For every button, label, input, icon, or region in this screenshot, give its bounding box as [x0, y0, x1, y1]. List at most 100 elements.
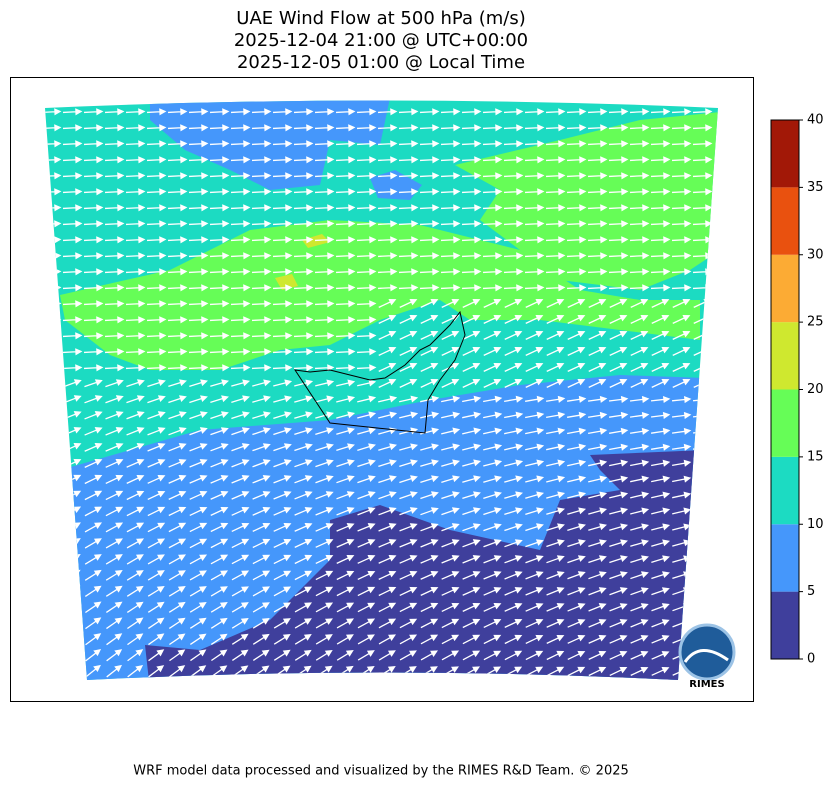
wind-arrow: [314, 220, 335, 228]
wind-arrow: [587, 268, 608, 276]
wind-arrow: [188, 188, 209, 196]
wind-arrow: [671, 284, 692, 292]
wind-arrow: [546, 571, 565, 580]
wind-arrow: [210, 506, 229, 516]
wind-arrow: [651, 475, 671, 483]
wind-arrow: [462, 443, 482, 451]
wind-arrow: [440, 108, 461, 116]
wind-arrow: [419, 188, 440, 196]
wind-arrow: [504, 539, 523, 548]
wind-arrow: [377, 188, 398, 196]
wind-arrow: [210, 475, 229, 484]
wind-arrow: [462, 491, 481, 500]
wind-arrow: [83, 124, 104, 132]
wind-arrow: [168, 570, 186, 581]
wind-arrow: [524, 172, 545, 180]
wind-arrow: [125, 108, 146, 116]
wind-arrow: [420, 523, 439, 532]
wind-arrow: [483, 650, 502, 661]
wind-arrow: [272, 140, 293, 148]
wind-arrow: [167, 156, 188, 164]
wind-arrow: [335, 348, 356, 356]
wind-arrow: [147, 459, 166, 468]
wind-arrow: [461, 156, 482, 164]
wind-arrow: [62, 332, 83, 340]
wind-arrow: [104, 268, 125, 276]
wind-arrow: [609, 523, 629, 531]
wind-arrow: [335, 156, 356, 164]
wind-arrow: [104, 284, 125, 292]
wind-arrow: [378, 330, 397, 340]
wind-arrow: [315, 475, 334, 484]
wind-arrow: [231, 475, 250, 484]
wind-arrow: [567, 314, 586, 324]
wind-arrow: [273, 507, 292, 516]
wind-arrow: [293, 220, 314, 228]
wind-arrow: [104, 364, 125, 372]
wind-arrow: [420, 618, 439, 629]
wind-arrow: [462, 330, 481, 340]
wind-arrow: [399, 539, 418, 548]
wind-arrow: [587, 220, 608, 228]
wind-arrow: [84, 411, 103, 420]
wind-arrow: [609, 539, 628, 547]
wind-arrow: [167, 268, 188, 276]
wind-arrow: [230, 284, 251, 292]
wind-arrow: [62, 204, 83, 212]
wind-arrow: [294, 395, 314, 403]
wind-arrow: [609, 346, 628, 356]
wind-arrow: [104, 140, 125, 148]
wind-arrow: [609, 619, 628, 628]
wind-arrow: [336, 427, 355, 435]
wind-arrow: [441, 602, 460, 613]
wind-arrow: [378, 362, 397, 372]
wind-arrow: [398, 140, 419, 148]
wind-arrow: [293, 364, 314, 372]
wind-arrow: [609, 298, 628, 308]
wind-arrow: [231, 633, 249, 645]
wind-arrow: [630, 346, 649, 356]
wind-arrow: [420, 443, 440, 451]
wind-arrow: [85, 617, 102, 630]
wind-arrow: [209, 140, 230, 148]
wind-arrow: [672, 330, 691, 340]
wind-arrow: [336, 570, 355, 581]
wind-arrow: [189, 395, 208, 404]
colorbar-tick-label: 40: [807, 113, 824, 128]
wind-arrow: [84, 554, 102, 565]
wind-arrow: [546, 523, 565, 532]
wind-arrow: [378, 378, 397, 388]
wind-arrow: [399, 650, 417, 661]
wind-arrow: [398, 236, 419, 244]
wind-arrow: [566, 172, 587, 180]
wind-arrow: [546, 587, 565, 596]
wind-arrow: [230, 300, 251, 308]
wind-arrow: [84, 442, 103, 452]
wind-arrow: [483, 411, 503, 419]
wind-arrow: [148, 665, 165, 678]
wind-arrow: [335, 284, 356, 292]
wind-arrow: [525, 571, 544, 580]
wind-arrow: [357, 634, 375, 645]
wind-arrow: [629, 395, 650, 404]
wind-arrow: [83, 300, 104, 308]
wind-arrow: [462, 539, 481, 548]
wind-arrow: [83, 332, 104, 340]
wind-arrow: [167, 188, 188, 196]
wind-arrow: [608, 124, 629, 132]
wind-arrow: [314, 252, 335, 260]
wind-arrow: [419, 268, 440, 276]
wind-arrow: [146, 364, 167, 372]
wind-arrow: [566, 252, 587, 260]
wind-arrow: [168, 427, 187, 436]
wind-arrow: [462, 634, 481, 645]
wind-arrow: [126, 570, 144, 581]
wind-arrow: [587, 156, 608, 164]
wind-arrow: [210, 570, 229, 581]
wind-arrow: [566, 124, 587, 132]
wind-arrow: [147, 474, 166, 484]
wind-arrow: [441, 634, 460, 645]
wind-arrow: [483, 539, 502, 548]
wind-arrow: [357, 491, 376, 500]
